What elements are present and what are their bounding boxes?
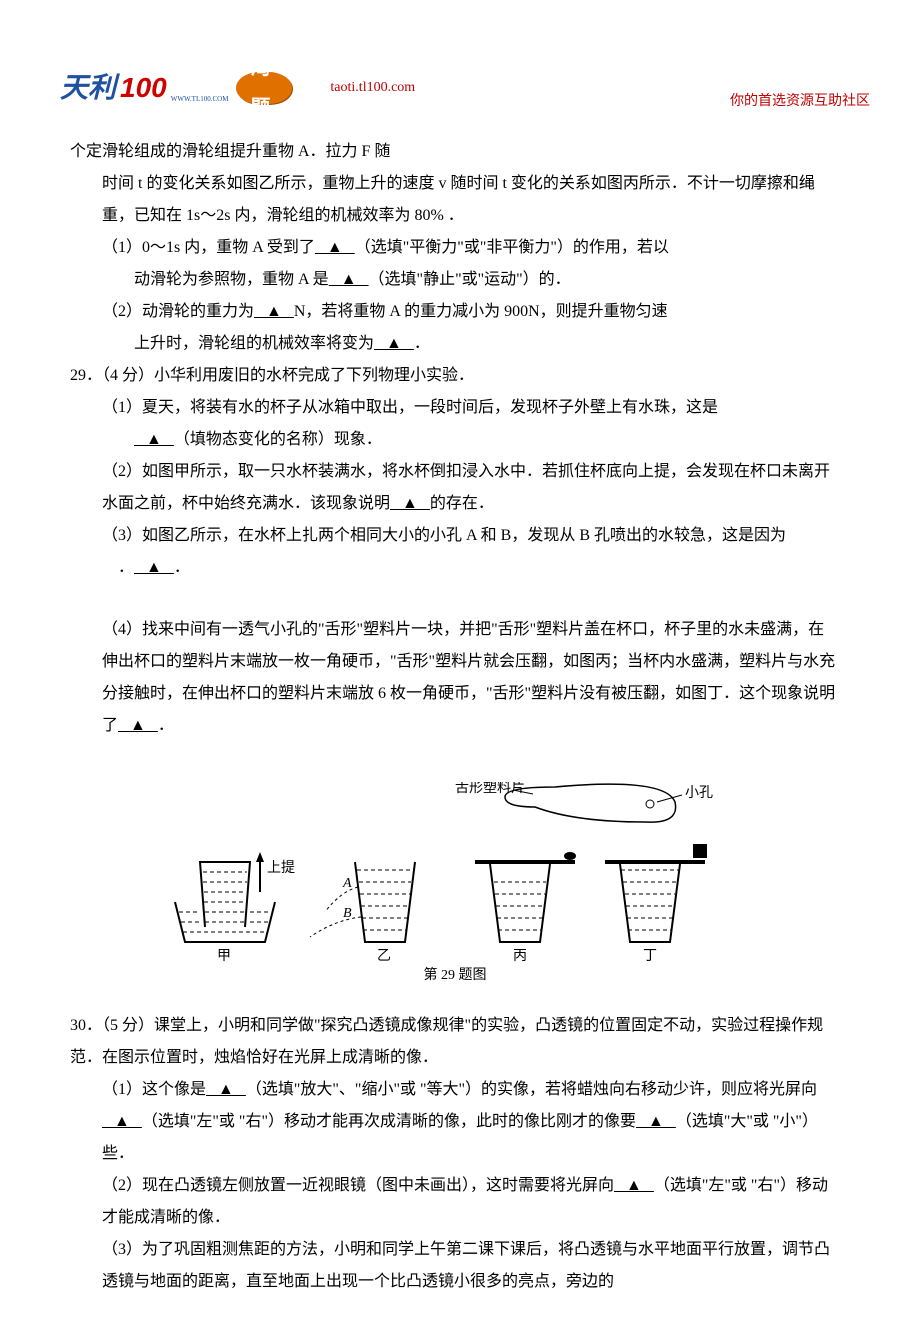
text: ． (118, 559, 134, 576)
blank: ▲ (254, 303, 294, 320)
blank: ▲ (315, 239, 355, 256)
logo-tianli: 天利 (60, 60, 116, 116)
blank: ▲ (374, 335, 414, 352)
text: 个定滑轮组成的滑轮组提升重物 A．拉力 F 随 (70, 143, 390, 160)
text: 动滑轮为参照物，重物 A 是 (134, 271, 329, 288)
text: 的存在． (430, 495, 494, 512)
text: N，若将重物 A 的重力减小为 900N，则提升重物匀速 (294, 303, 668, 320)
header-right-text: 你的首选资源互助社区 (730, 88, 870, 116)
q28-p2c: 上升时，滑轮组的机械效率将变为 ▲ ． (70, 328, 840, 360)
q29-p1b: ▲ （填物态变化的名称）现象． (70, 424, 840, 456)
logo-sub-url: WWW.TL100.COM (171, 95, 229, 103)
q29-head: 29．（4 分）小华利用废旧的水杯完成了下列物理小实验． (70, 360, 840, 392)
text: （1）夏天，将装有水的杯子从冰箱中取出，一段时间后，发现杯子外壁上有水珠，这是 (102, 399, 718, 416)
q28-cont2: 时间 t 的变化关系如图乙所示，重物上升的速度 v 随时间 t 变化的关系如图丙… (70, 168, 840, 232)
q28-p1: （1）0～1s 内，重物 A 受到了 ▲ （选填"平衡力"或"非平衡力"）的作用… (70, 232, 840, 264)
q30-p2: （2）现在凸透镜左侧放置一近视眼镜（图中未画出），这时需要将光屏向 ▲ （选填"… (70, 1170, 840, 1234)
cap-jia: 甲 (217, 949, 231, 962)
logo-group: 天利 100 WWW.TL100.COM 淘题 taoti.tl100.com (60, 60, 415, 116)
text: 时间 t 的变化关系如图乙所示，重物上升的速度 v 随时间 t 变化的关系如图丙… (102, 175, 815, 224)
text: （填物态变化的名称）现象． (174, 431, 382, 448)
label-b: B (343, 906, 352, 921)
q30-p1: （1）这个像是 ▲ （选填"放大"、"缩小"或 "等大"）的实像，若将蜡烛向右移… (70, 1074, 840, 1170)
logo-100-wrap: 100 WWW.TL100.COM (124, 60, 228, 116)
text: （3）如图乙所示，在水杯上扎两个相同大小的小孔 A 和 B，发现从 B 孔喷出的… (102, 527, 786, 544)
text: （选填"放大"、"缩小"或 "等大"）的实像，若将蜡烛向右移动少许，则应将光屏向 (246, 1081, 817, 1098)
blank: ▲ (134, 559, 174, 576)
text: ． (158, 717, 174, 734)
hole-label: 小孔 (685, 785, 713, 801)
q30-p3: （3）为了巩固粗测焦距的方法，小明和同学上午第二课下课后，将凸透镜与水平地面平行… (70, 1234, 840, 1298)
text: （选填"静止"或"运动"）的． (369, 271, 571, 288)
text: （选填"左"或 "右"）移动才能再次成清晰的像，此时的像比刚才的像要 (142, 1113, 636, 1130)
q29-figure-svg: 舌形塑料片 小孔 (155, 782, 755, 962)
text: （1）0～1s 内，重物 A 受到了 (102, 239, 315, 256)
q28-p2: （2）动滑轮的重力为 ▲ N，若将重物 A 的重力减小为 900N，则提升重物匀… (70, 296, 840, 328)
taoti-badge-text: 淘题 (250, 48, 278, 128)
text: （4）找来中间有一透气小孔的"舌形"塑料片一块，并把"舌形"塑料片盖在杯口，杯子… (102, 621, 835, 734)
label-a: A (342, 876, 352, 891)
cap-bing: 丙 (513, 949, 527, 962)
q28-p1c: 动滑轮为参照物，重物 A 是 ▲ （选填"静止"或"运动"）的． (70, 264, 840, 296)
q29-p2: （2）如图甲所示，取一只水杯装满水，将水杯倒扣浸入水中．若抓住杯底向上提，会发现… (70, 456, 840, 520)
q29-p1: （1）夏天，将装有水的杯子从冰箱中取出，一段时间后，发现杯子外壁上有水珠，这是 (70, 392, 840, 424)
text: （2）现在凸透镜左侧放置一近视眼镜（图中未画出），这时需要将光屏向 (102, 1177, 614, 1194)
q28-cont1: 个定滑轮组成的滑轮组提升重物 A．拉力 F 随 (70, 136, 840, 168)
blank: ▲ (102, 1113, 142, 1130)
q29-fig-caption: 第 29 题图 (70, 962, 840, 990)
cap-ding: 丁 (643, 949, 657, 962)
blank: ▲ (614, 1177, 654, 1194)
cap-yi: 乙 (377, 948, 391, 962)
text: 上升时，滑轮组的机械效率将变为 (134, 335, 374, 352)
q29-p3: （3）如图乙所示，在水杯上扎两个相同大小的小孔 A 和 B，发现从 B 孔喷出的… (70, 520, 840, 552)
blank: ▲ (118, 717, 158, 734)
text: （2）动滑轮的重力为 (102, 303, 254, 320)
text: （选填"平衡力"或"非平衡力"）的作用，若以 (355, 239, 669, 256)
blank: ▲ (636, 1113, 676, 1130)
logo-100: 100 (120, 72, 167, 103)
blank: ▲ (390, 495, 430, 512)
header-url: taoti.tl100.com (330, 74, 415, 102)
text: ． (414, 335, 430, 352)
q29-p4: （4）找来中间有一透气小孔的"舌形"塑料片一块，并把"舌形"塑料片盖在杯口，杯子… (70, 614, 840, 742)
blank: ▲ (134, 431, 174, 448)
text: （1）这个像是 (102, 1081, 206, 1098)
document-body: 个定滑轮组成的滑轮组提升重物 A．拉力 F 随 时间 t 的变化关系如图乙所示，… (60, 136, 870, 1298)
page-header: 天利 100 WWW.TL100.COM 淘题 taoti.tl100.com … (60, 60, 870, 116)
q30-head: 30．（5 分）课堂上，小明和同学做"探究凸透镜成像规律"的实验，凸透镜的位置固… (70, 1010, 840, 1074)
q29-p3b: ． ▲ ． (70, 552, 840, 584)
blank: ▲ (206, 1081, 246, 1098)
taoti-badge: 淘题 (236, 72, 292, 104)
tongue-label: 舌形塑料片 (455, 782, 525, 796)
blank: ▲ (329, 271, 369, 288)
lift-label: 上提 (267, 860, 295, 876)
